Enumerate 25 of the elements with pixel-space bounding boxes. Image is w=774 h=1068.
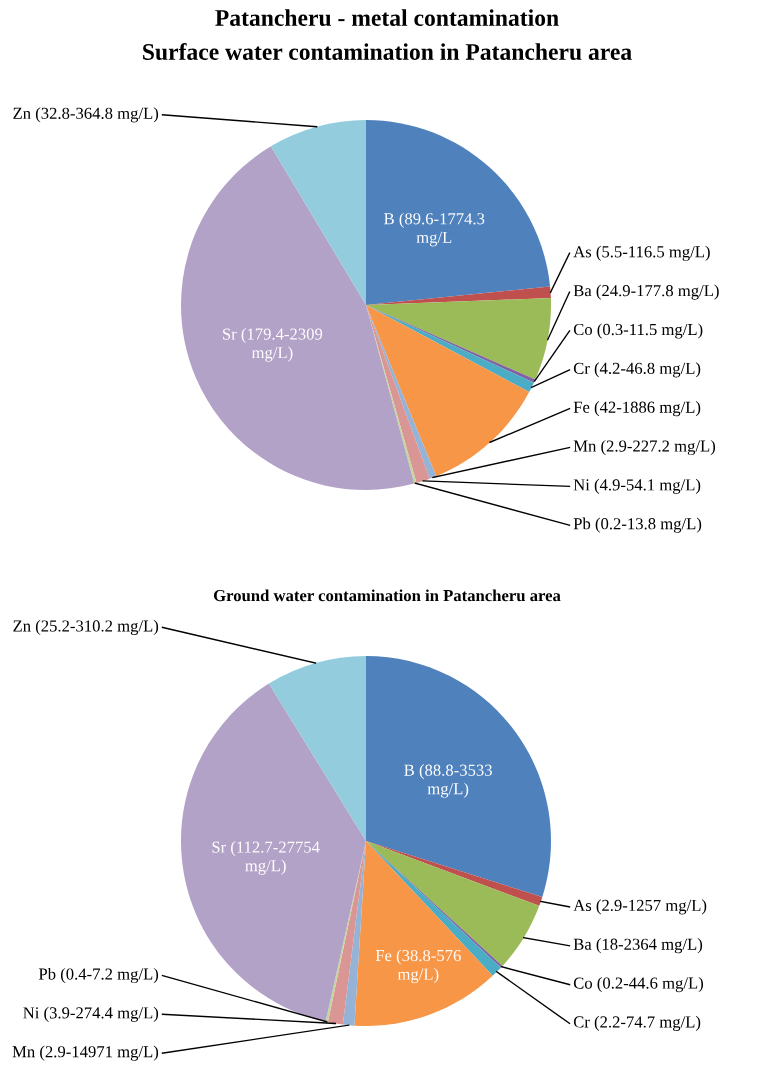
slice-label: Sr (112.7-27754 mg/L) [212, 840, 320, 875]
slice-label: Cr (2.2-74.7 mg/L) [573, 1015, 701, 1031]
slice-label: Sr (179.4-2309 mg/L) [223, 327, 323, 362]
slice-label: Co (0.3-11.5 mg/L) [573, 323, 703, 339]
slice-label: B (88.8-3533 mg/L) [404, 764, 492, 798]
slice-label: Ni (4.9-54.1 mg/L) [573, 478, 701, 494]
slice-label: Pb (0.4-7.2 mg/L) [38, 967, 159, 984]
slice-label: Pb (0.2-13.8 mg/L) [573, 517, 702, 533]
chart-title: Ground water contamination in Patancheru area [213, 589, 561, 602]
slice-label: As (2.9-1257 mg/L) [573, 899, 707, 915]
slice-label: Ba (24.9-177.8 mg/L) [573, 284, 719, 300]
slice-label: Fe (42-1886 mg/L) [573, 401, 701, 417]
slice-label: Mn (2.9-14971 mg/L) [12, 1045, 159, 1061]
slice-label: Co (0.2-44.6 mg/L) [573, 976, 704, 993]
slice-label: Fe (38.8-576 mg/L) [375, 949, 461, 984]
slice-label: Ni (3.9-274.4 mg/L) [23, 1006, 159, 1022]
slice-label: B (89.6-1774.3 mg/L [384, 212, 485, 247]
slice-label: Zn (25.2-310.2 mg/L) [13, 619, 159, 636]
slice-label: Mn (2.9-227.2 mg/L) [573, 439, 716, 456]
slice-label: As (5.5-116.5 mg/L) [573, 245, 710, 261]
slice-label: Cr (4.2-46.8 mg/L) [573, 362, 701, 378]
chart-title: Patancheru - metal contamination [215, 9, 559, 26]
chart-subtitle: Surface water contamination in Patancheru area [143, 43, 632, 60]
slice-label: Zn (32.8-364.8 mg/L) [13, 107, 159, 123]
slice-label: Ba (18-2364 mg/L) [573, 938, 703, 954]
